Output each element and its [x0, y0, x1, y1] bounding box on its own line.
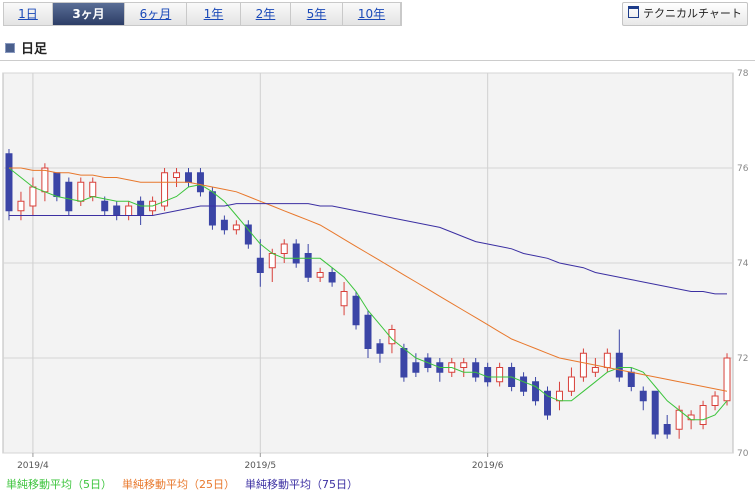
- legend-entry: 単純移動平均（25日）: [122, 477, 235, 491]
- candle-body: [280, 243, 288, 254]
- candle-body: [615, 352, 623, 378]
- candle-body: [723, 357, 731, 402]
- period-tab[interactable]: 6ヶ月: [125, 3, 187, 25]
- candle-body: [53, 172, 61, 197]
- legend-entry: 単純移動平均（5日）: [6, 477, 112, 491]
- period-tab[interactable]: 10年: [343, 3, 401, 25]
- candle-body: [699, 405, 707, 425]
- candle-body: [196, 172, 204, 193]
- candle-body: [328, 272, 336, 283]
- candle-body: [137, 200, 145, 216]
- y-tick-label: 72: [737, 354, 748, 364]
- candle-body: [400, 348, 408, 378]
- x-tick-label: 2019/4: [17, 461, 49, 471]
- separator: [0, 60, 755, 61]
- period-tabs: 1日 3ヶ月 6ヶ月 1年 2年 5年 10年: [3, 2, 402, 26]
- section-title: 日足: [21, 42, 48, 57]
- candle-body: [579, 352, 587, 378]
- candle-body: [544, 390, 552, 416]
- period-tab[interactable]: 2年: [241, 3, 291, 25]
- candle-body: [304, 253, 312, 278]
- candle-body: [376, 343, 384, 354]
- candle-body: [567, 376, 575, 392]
- candle-body: [41, 167, 49, 193]
- candle-body: [256, 257, 264, 273]
- candle-body: [185, 172, 192, 183]
- candle-body: [89, 181, 97, 197]
- x-tick-label: 2019/6: [472, 461, 504, 471]
- candle-body: [591, 367, 599, 373]
- period-tab[interactable]: 5年: [291, 3, 343, 25]
- candle-body: [173, 172, 181, 178]
- candle-body: [101, 200, 109, 212]
- candle-body: [220, 219, 228, 231]
- candle-body: [388, 329, 396, 345]
- y-tick-label: 70: [737, 449, 749, 459]
- candle-body: [687, 414, 695, 421]
- candle-body: [520, 376, 528, 392]
- x-tick-label: 2019/5: [244, 461, 276, 471]
- candle-body: [65, 181, 73, 212]
- moving-average-line: [8, 167, 728, 421]
- candle-body: [244, 224, 252, 245]
- candle-body: [340, 291, 348, 307]
- candle-body: [292, 243, 300, 264]
- candle-body: [352, 295, 360, 326]
- candle-body: [77, 181, 85, 202]
- candle-body: [232, 224, 240, 231]
- candle-body: [5, 153, 13, 212]
- candle-body: [29, 186, 37, 207]
- candle-body: [555, 390, 563, 402]
- candle-body: [412, 362, 420, 373]
- candle-body: [125, 205, 133, 216]
- button-label: テクニカルチャート: [643, 7, 742, 20]
- candle-body: [484, 367, 492, 383]
- candle-body: [17, 200, 25, 212]
- candle-body: [711, 395, 719, 406]
- moving-average-line: [9, 167, 728, 392]
- header-icon: [5, 43, 15, 53]
- y-tick-label: 76: [737, 164, 749, 174]
- candle-body: [639, 390, 647, 402]
- candle-body: [113, 205, 121, 216]
- y-tick-label: 78: [737, 69, 749, 79]
- candle-body: [364, 314, 372, 349]
- candle-body: [268, 253, 276, 269]
- candle-body: [472, 362, 480, 378]
- candle-body: [603, 352, 611, 368]
- candle-body: [627, 371, 635, 387]
- period-tab[interactable]: 1日: [4, 3, 53, 25]
- legend-entry: 単純移動平均（75日）: [245, 477, 358, 491]
- candle-body: [675, 409, 683, 430]
- candle-body: [208, 191, 216, 226]
- period-tab[interactable]: 1年: [187, 3, 241, 25]
- candle-body: [161, 172, 169, 207]
- section-header: 日足: [5, 38, 47, 57]
- candle-body: [460, 362, 468, 368]
- technical-chart-button[interactable]: テクニカルチャート: [622, 2, 748, 26]
- period-tab[interactable]: 3ヶ月: [53, 3, 125, 25]
- candle-body: [496, 367, 504, 383]
- y-tick-label: 74: [737, 259, 749, 269]
- candle-body: [651, 390, 659, 435]
- candle-body: [663, 424, 671, 435]
- moving-average-line: [9, 203, 727, 295]
- candle-body: [532, 381, 540, 402]
- button-icon: [628, 6, 640, 18]
- candle-body: [316, 272, 324, 278]
